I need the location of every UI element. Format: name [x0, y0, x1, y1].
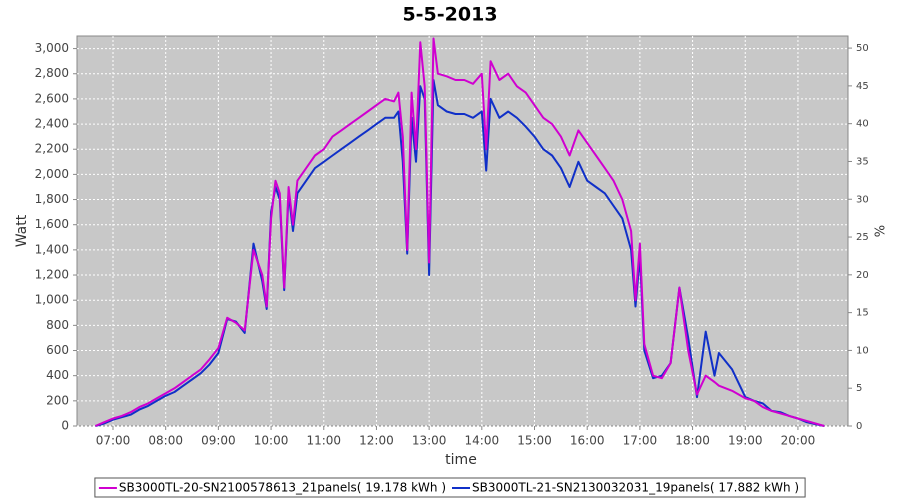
y2-tick-label: 50: [856, 43, 869, 54]
y-tick-label: 0: [61, 419, 69, 433]
y2-tick-label: 10: [856, 345, 869, 356]
x-tick-label: 12:00: [359, 434, 394, 448]
x-tick-label: 17:00: [623, 434, 658, 448]
y2-axis-label: %: [874, 225, 889, 237]
grid: [77, 36, 848, 427]
legend: SB3000TL-20-SN2100578613_21panels( 19.17…: [94, 477, 806, 498]
y-tick-label: 1,400: [35, 242, 69, 256]
x-tick-label: 11:00: [306, 434, 341, 448]
y2-tick-label: 20: [856, 270, 869, 281]
x-tick-label: 16:00: [570, 434, 605, 448]
y-tick-label: 400: [46, 368, 69, 382]
x-tick-label: 13:00: [412, 434, 447, 448]
y-tick-label: 600: [46, 343, 69, 357]
y2-tick-label: 15: [856, 308, 869, 319]
y-tick-label: 1,200: [35, 268, 69, 282]
x-tick-label: 10:00: [254, 434, 289, 448]
y-tick-label: 2,600: [35, 91, 69, 105]
y-tick-label: 2,200: [35, 142, 69, 156]
y-tick-label: 1,600: [35, 217, 69, 231]
y-tick-label: 1,800: [35, 192, 69, 206]
y2-tick-label: 40: [856, 119, 869, 130]
chart-title: 5-5-2013: [402, 4, 497, 26]
y-tick-label: 800: [46, 318, 69, 332]
series-line: [95, 37, 825, 427]
y2-tick-label: 25: [856, 232, 869, 243]
x-tick-label: 08:00: [148, 434, 183, 448]
x-tick-label: 14:00: [465, 434, 500, 448]
y-tick-label: 2,000: [35, 167, 69, 181]
legend-label: SB3000TL-21-SN2130032031_19panels( 17.88…: [472, 481, 799, 495]
y-axis-label: Watt: [14, 214, 30, 247]
y-tick-label: 200: [46, 393, 69, 407]
x-tick-label: 15:00: [517, 434, 552, 448]
x-tick-label: 20:00: [781, 434, 816, 448]
y-tick-label: 3,000: [35, 41, 69, 55]
y-tick-label: 1,000: [35, 293, 69, 307]
legend-box: [94, 477, 806, 498]
y-tick-label: 2,400: [35, 117, 69, 131]
x-tick-label: 18:00: [675, 434, 710, 448]
y2-tick-label: 30: [856, 194, 869, 205]
plot-area: [76, 35, 849, 427]
x-axis-label: time: [445, 452, 477, 468]
x-tick-label: 07:00: [96, 434, 131, 448]
x-tick-label: 19:00: [728, 434, 763, 448]
y2-tick-label: 35: [856, 156, 869, 167]
y-tick-label: 2,800: [35, 66, 69, 80]
lines: [95, 37, 825, 427]
y2-tick-label: 45: [856, 81, 869, 92]
y2-tick-label: 5: [856, 383, 862, 394]
y2-tick-label: 0: [856, 421, 862, 432]
x-tick-label: 09:00: [201, 434, 236, 448]
legend-label: SB3000TL-20-SN2100578613_21panels( 19.17…: [119, 481, 446, 495]
